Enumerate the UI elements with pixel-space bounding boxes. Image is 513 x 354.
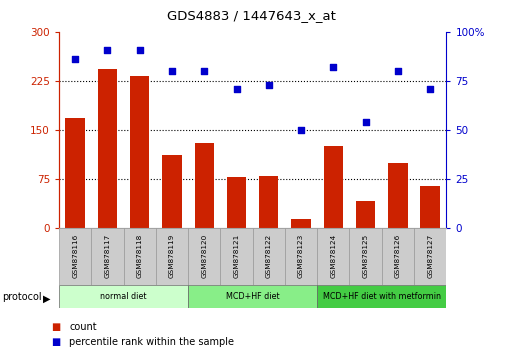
Point [426,86,435,92]
Point [103,47,111,52]
Point [232,86,241,92]
Text: GDS4883 / 1447643_x_at: GDS4883 / 1447643_x_at [167,9,336,22]
Point [71,57,79,62]
FancyBboxPatch shape [221,228,252,285]
Point [362,119,370,125]
FancyBboxPatch shape [317,228,349,285]
FancyBboxPatch shape [382,228,414,285]
Bar [130,76,149,228]
FancyBboxPatch shape [188,285,317,308]
Text: GSM878122: GSM878122 [266,233,272,278]
Point [135,47,144,52]
FancyBboxPatch shape [124,228,156,285]
Point [297,127,305,133]
Text: GSM878126: GSM878126 [395,233,401,278]
Bar [421,186,440,228]
FancyBboxPatch shape [59,228,91,285]
Text: GSM878117: GSM878117 [105,233,110,278]
Bar [291,218,311,228]
Text: GSM878121: GSM878121 [233,233,240,278]
Text: GSM878116: GSM878116 [72,233,78,278]
Bar [194,143,214,228]
FancyBboxPatch shape [59,285,188,308]
FancyBboxPatch shape [414,228,446,285]
Bar [162,155,182,228]
FancyBboxPatch shape [91,228,124,285]
Bar [259,176,279,228]
Text: ■: ■ [51,322,61,332]
Text: GSM878119: GSM878119 [169,233,175,278]
Text: percentile rank within the sample: percentile rank within the sample [69,337,234,347]
Text: protocol: protocol [3,292,42,302]
Bar [356,201,376,228]
Point [265,82,273,88]
Point [394,68,402,74]
Text: GSM878120: GSM878120 [201,233,207,278]
Bar [97,69,117,228]
Bar [324,147,343,228]
Text: GSM878127: GSM878127 [427,233,433,278]
Text: normal diet: normal diet [101,292,147,301]
Bar [66,118,85,228]
FancyBboxPatch shape [156,228,188,285]
Bar [388,163,407,228]
FancyBboxPatch shape [188,228,221,285]
Text: GSM878125: GSM878125 [363,233,369,278]
FancyBboxPatch shape [252,228,285,285]
Text: GSM878123: GSM878123 [298,233,304,278]
Point [200,68,208,74]
Bar [227,177,246,228]
Text: ■: ■ [51,337,61,347]
Point [168,68,176,74]
Text: GSM878124: GSM878124 [330,233,337,278]
FancyBboxPatch shape [317,285,446,308]
Text: MCD+HF diet with metformin: MCD+HF diet with metformin [323,292,441,301]
Point [329,64,338,70]
Text: ▶: ▶ [43,293,50,303]
Text: MCD+HF diet: MCD+HF diet [226,292,280,301]
Text: GSM878118: GSM878118 [136,233,143,278]
FancyBboxPatch shape [285,228,317,285]
FancyBboxPatch shape [349,228,382,285]
Text: count: count [69,322,97,332]
